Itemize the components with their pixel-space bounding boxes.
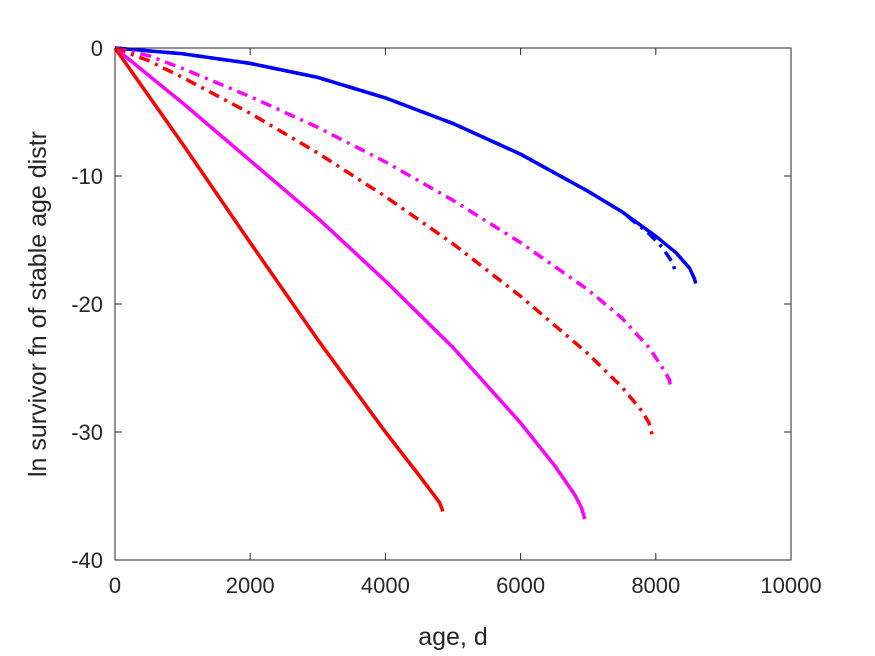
y-axis-ticks: 0 -10 -20 -30 -40 (71, 36, 791, 573)
y-tick-label: -10 (71, 164, 103, 189)
y-tick-label: -30 (71, 420, 103, 445)
x-axis-ticks: 0 2000 4000 6000 8000 10000 (109, 48, 822, 598)
y-axis-label: ln survivor fn of stable age distr (24, 131, 52, 477)
x-tick-label: 2000 (226, 573, 275, 598)
series-line-5 (113, 46, 587, 520)
y-tick-label: 0 (91, 36, 103, 61)
y-tick-label: -20 (71, 292, 103, 317)
series-line-4 (114, 46, 655, 437)
series-layer (113, 46, 698, 520)
series-line-6 (113, 46, 445, 513)
series-line-2 (114, 46, 678, 276)
x-tick-label: 4000 (361, 573, 410, 598)
series-line-3 (114, 46, 673, 388)
x-axis-label: age, d (418, 623, 488, 651)
x-tick-label: 10000 (760, 573, 821, 598)
x-tick-label: 6000 (496, 573, 545, 598)
plot-area (115, 48, 791, 560)
x-tick-label: 8000 (631, 573, 680, 598)
x-tick-label: 0 (109, 573, 121, 598)
y-tick-label: -40 (71, 548, 103, 573)
